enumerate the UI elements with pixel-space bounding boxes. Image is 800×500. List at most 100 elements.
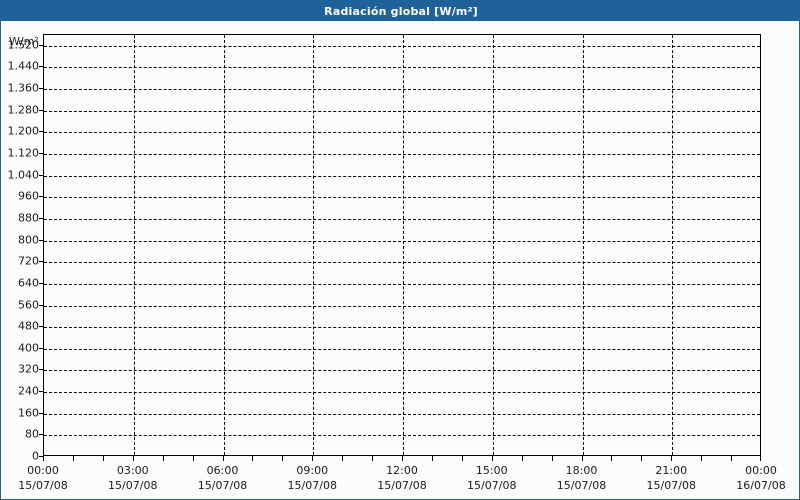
x-axis-tick-time: 03:00 — [116, 464, 149, 477]
y-axis-tick-mark — [39, 261, 43, 263]
horizontal-gridline — [44, 197, 760, 199]
y-axis-tick-mark — [39, 347, 43, 349]
x-axis-tick-mark — [162, 456, 164, 461]
x-axis-tick-date: 15/07/08 — [556, 479, 607, 492]
x-axis-tick-label: 00:00 16/07/08 — [716, 463, 799, 493]
x-axis-tick-mark — [461, 456, 463, 461]
y-axis-tick-label: 800 — [18, 233, 39, 247]
x-axis-tick-mark — [282, 456, 284, 461]
horizontal-gridline — [44, 175, 760, 177]
horizontal-gridline — [44, 89, 760, 91]
y-axis-tick-mark — [39, 282, 43, 284]
vertical-gridline — [672, 35, 674, 455]
x-axis-tick-time: 00:00 — [745, 464, 777, 477]
x-axis-tick-time: 15:00 — [475, 464, 508, 477]
x-axis-tick-label: 12:00 15/07/08 — [357, 463, 447, 493]
y-axis-tick-label: 640 — [18, 276, 39, 290]
y-axis-tick-label: 1.200 — [7, 124, 40, 138]
x-axis-tick-mark — [342, 456, 344, 461]
y-axis-tick-label: 1.360 — [7, 81, 40, 95]
x-axis-tick-label: 21:00 15/07/08 — [626, 463, 716, 493]
x-axis-tick-mark — [402, 456, 403, 461]
x-axis-tick-date: 15/07/08 — [197, 479, 248, 492]
x-axis-tick-time: 09:00 — [296, 464, 329, 477]
x-axis-tick-mark — [431, 456, 433, 461]
x-axis-tick-date: 15/07/08 — [108, 479, 158, 492]
horizontal-gridline — [44, 305, 760, 307]
x-axis-tick-mark — [581, 456, 583, 461]
x-axis-tick-time: 00:00 — [27, 464, 59, 477]
horizontal-gridline — [44, 413, 760, 415]
window-title-bar: Radiación global [W/m²] — [1, 1, 799, 21]
horizontal-gridline — [44, 348, 760, 350]
y-axis-tick-mark — [39, 217, 43, 219]
vertical-gridline — [133, 35, 135, 455]
y-axis-tick-label: 80 — [25, 427, 39, 441]
x-axis-tick-time: 18:00 — [565, 464, 598, 477]
x-axis-tick-label: 03:00 15/07/08 — [88, 463, 178, 493]
x-axis-tick-mark — [312, 456, 314, 461]
x-axis-tick-mark — [72, 456, 74, 461]
y-axis-tick-mark — [39, 66, 43, 68]
horizontal-gridline — [44, 67, 760, 69]
horizontal-gridline — [44, 262, 760, 264]
horizontal-gridline — [44, 283, 760, 285]
y-axis-tick-mark — [39, 44, 43, 46]
x-axis-tick-date: 15/07/08 — [467, 479, 517, 492]
horizontal-gridline — [44, 45, 760, 47]
y-axis-ticks — [1, 34, 43, 457]
x-axis-tick-mark — [222, 456, 224, 461]
y-axis-tick-label: 320 — [18, 362, 39, 376]
y-axis-tick-mark — [39, 434, 43, 436]
y-axis-tick-mark — [39, 304, 43, 306]
plot-area — [43, 34, 761, 456]
x-axis-tick-label: 06:00 15/07/08 — [178, 463, 268, 493]
x-axis-tick-mark — [701, 456, 703, 461]
horizontal-gridline — [44, 327, 760, 329]
y-axis-tick-label: 480 — [18, 319, 39, 333]
y-axis-tick-mark — [39, 153, 43, 155]
y-axis-tick-mark — [39, 369, 43, 371]
chart-canvas: W/m² 1.520 1.440 1.360 1.280 1.200 1.120 1.040… — [1, 21, 799, 499]
x-axis-tick-mark — [102, 456, 104, 461]
x-axis-tick-time: 21:00 — [655, 464, 688, 477]
y-axis-tick-mark — [39, 109, 43, 111]
x-axis-labels: 00:00 15/07/08 03:00 15/07/08 06:00 15/07/08 0… — [18, 463, 785, 497]
y-axis-tick-mark — [39, 131, 43, 133]
x-axis-tick-date: 15/07/08 — [18, 479, 68, 492]
x-axis-tick-mark — [760, 456, 761, 461]
vertical-gridline — [223, 35, 225, 455]
horizontal-gridline — [44, 218, 760, 220]
y-axis-tick-mark — [39, 239, 43, 241]
y-axis-tick-mark — [39, 196, 43, 198]
x-axis-tick-mark — [641, 456, 643, 461]
x-axis-tick-mark — [611, 456, 613, 461]
x-axis-tick-mark — [192, 456, 194, 461]
y-axis-tick-label: 1.120 — [7, 146, 40, 160]
x-axis-tick-mark — [252, 456, 254, 461]
y-axis-tick-label: 1.520 — [7, 38, 40, 52]
x-axis-tick-date: 16/07/08 — [736, 479, 786, 492]
horizontal-gridline — [44, 132, 760, 134]
vertical-gridline — [403, 35, 404, 455]
x-axis-ticks — [43, 456, 761, 462]
x-axis-tick-label: 18:00 15/07/08 — [537, 463, 627, 493]
vertical-gridline — [492, 35, 494, 455]
vertical-gridline — [582, 35, 584, 455]
x-axis-tick-date: 15/07/08 — [287, 479, 337, 492]
y-axis-tick-label: 0 — [32, 449, 39, 463]
y-axis-tick-mark — [39, 391, 43, 393]
x-axis-tick-date: 15/07/08 — [646, 479, 696, 492]
y-axis-tick-label: 1.440 — [7, 59, 40, 73]
page-title: Radiación global [W/m²] — [324, 4, 478, 18]
horizontal-gridline — [44, 240, 760, 242]
x-axis-tick-date: 15/07/08 — [377, 479, 427, 492]
x-axis-tick-time: 06:00 — [206, 464, 239, 477]
x-axis-tick-mark — [43, 456, 44, 461]
y-axis-tick-label: 400 — [18, 341, 39, 355]
x-axis-tick-time: 12:00 — [386, 464, 418, 477]
horizontal-gridline — [44, 435, 760, 437]
horizontal-gridline — [44, 110, 760, 112]
x-axis-tick-label: 15:00 15/07/08 — [447, 463, 537, 493]
